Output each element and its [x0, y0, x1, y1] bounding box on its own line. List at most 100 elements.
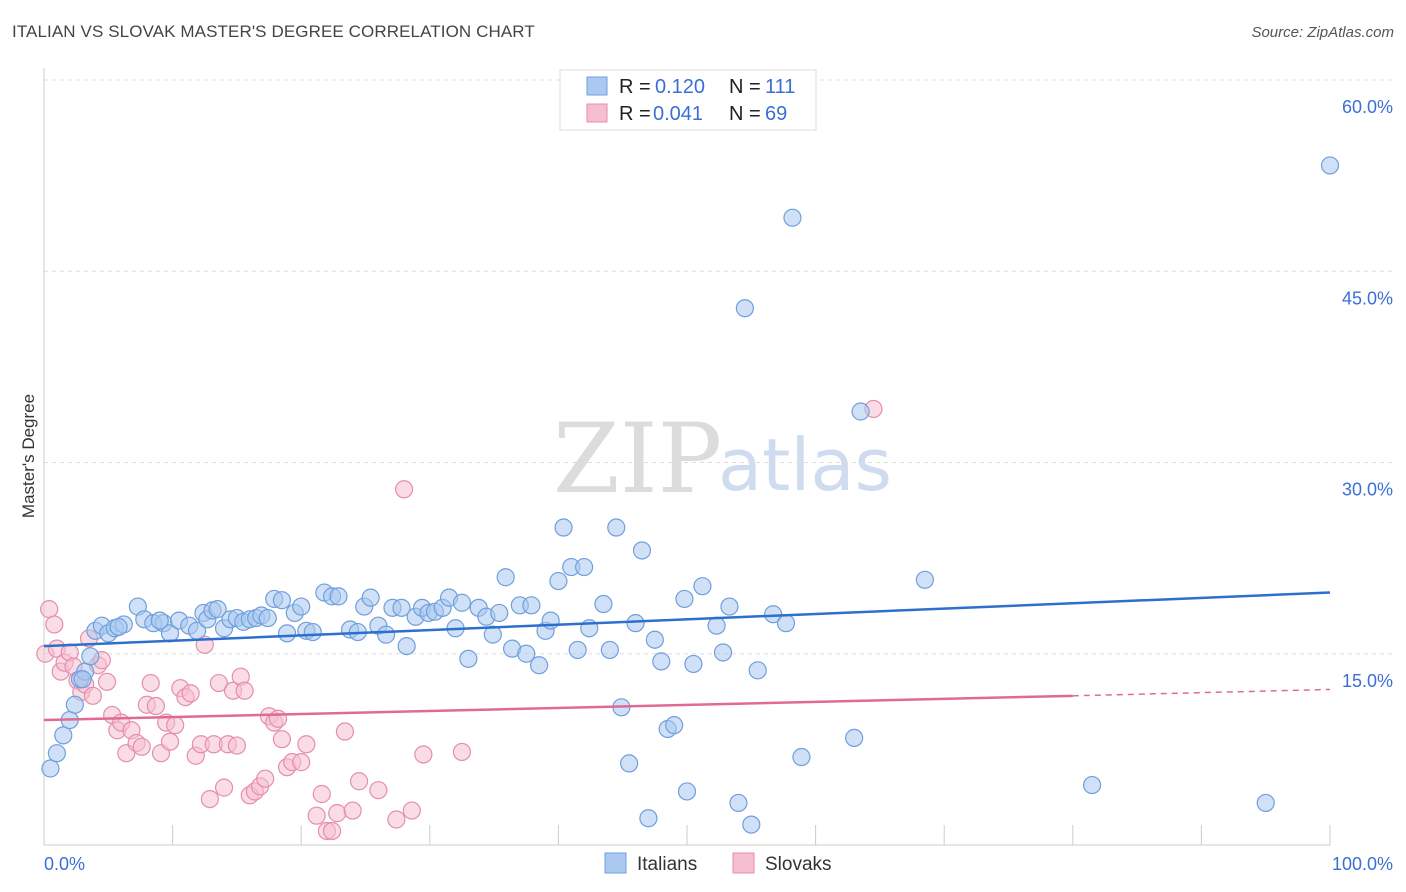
point-italians	[684, 654, 703, 674]
point-italians	[652, 652, 671, 671]
stats-r-label-slovaks: R =	[619, 103, 656, 125]
point-italians	[783, 208, 802, 227]
point-slovaks	[160, 732, 180, 751]
point-italians	[594, 594, 613, 614]
watermark: ZIP atlas	[553, 403, 892, 515]
stats-box: R = 0.120 N = 111 R = 0.041 N = 69	[559, 69, 817, 131]
x-tick-label-min: 0.0%	[44, 854, 85, 874]
stats-r-value-italians: 0.120	[655, 76, 705, 98]
y-tick-label: 30.0%	[1342, 480, 1393, 500]
point-slovaks	[307, 806, 326, 825]
point-italians	[1256, 793, 1275, 813]
watermark-atlas: atlas	[718, 423, 892, 507]
y-tick-label: 45.0%	[1342, 288, 1393, 308]
point-italians	[361, 588, 380, 607]
point-italians	[397, 636, 416, 656]
stats-r-label-italians: R =	[619, 76, 656, 98]
point-slovaks	[322, 821, 342, 841]
point-italians	[742, 815, 761, 834]
point-slovaks	[214, 778, 234, 797]
y-tick-label: 15.0%	[1342, 671, 1393, 691]
point-italians	[490, 603, 509, 623]
point-italians	[150, 611, 169, 630]
y-tick-label: 60.0%	[1342, 97, 1393, 117]
point-slovaks	[132, 737, 151, 756]
point-italians	[568, 640, 587, 660]
point-italians	[272, 591, 292, 610]
point-italians	[845, 728, 864, 748]
point-italians	[522, 596, 541, 615]
point-slovaks	[343, 801, 362, 820]
point-italians	[1320, 156, 1340, 175]
legend-label-italians: Italians	[637, 854, 697, 875]
point-italians	[392, 598, 411, 617]
legend-label-slovaks: Slovaks	[765, 854, 832, 875]
point-italians	[541, 611, 560, 630]
y-tick-labels: 15.0% 30.0% 45.0% 60.0%	[1342, 97, 1393, 691]
trend-line-slovaks-extension	[1072, 688, 1331, 697]
point-slovaks	[452, 742, 472, 762]
point-slovaks	[312, 784, 331, 804]
point-slovaks	[141, 673, 160, 693]
point-italians	[600, 640, 619, 660]
point-italians	[65, 695, 84, 714]
point-italians	[645, 630, 664, 649]
point-italians	[776, 614, 796, 633]
stats-swatch-italians	[586, 76, 608, 96]
grid	[44, 79, 1392, 655]
legend-swatch-slovaks	[732, 852, 755, 874]
point-slovaks	[297, 735, 316, 754]
point-italians	[73, 670, 92, 689]
chart-source: Source: ZipAtlas.com	[1251, 24, 1394, 41]
point-slovaks	[369, 781, 388, 800]
point-italians	[452, 593, 472, 612]
point-italians	[208, 600, 227, 619]
point-italians	[376, 625, 396, 644]
point-italians	[575, 557, 594, 577]
point-slovaks	[97, 672, 117, 691]
point-italians	[729, 793, 748, 813]
point-italians	[483, 625, 502, 644]
point-italians	[1082, 775, 1102, 795]
point-italians	[54, 726, 73, 745]
point-slovaks	[235, 681, 254, 700]
point-italians	[277, 624, 297, 643]
stats-swatch-slovaks	[586, 103, 608, 123]
point-slovaks	[166, 716, 185, 735]
legend-swatch-italians	[604, 852, 627, 874]
point-slovaks	[328, 804, 347, 823]
point-slovaks	[349, 772, 369, 791]
point-italians	[41, 759, 60, 778]
x-tick-label-max: 100.0%	[1332, 854, 1393, 874]
point-italians	[549, 571, 568, 591]
point-italians	[517, 644, 536, 663]
point-italians	[693, 577, 712, 596]
point-slovaks	[181, 684, 200, 703]
point-slovaks	[268, 709, 288, 728]
point-italians	[851, 402, 870, 421]
point-italians	[329, 587, 348, 606]
point-italians	[665, 716, 684, 735]
point-italians	[720, 597, 739, 616]
point-italians	[707, 616, 726, 635]
point-slovaks	[146, 696, 165, 716]
stats-n-label-slovaks: N =	[729, 103, 766, 125]
point-italians	[292, 597, 311, 616]
trend-lines	[43, 591, 1331, 722]
point-slovaks	[200, 789, 219, 809]
point-slovaks	[45, 615, 64, 634]
point-italians	[496, 568, 515, 587]
point-italians	[748, 661, 767, 680]
stats-n-value-slovaks: 69	[765, 103, 787, 125]
point-slovaks	[387, 810, 406, 829]
point-italians	[258, 608, 277, 628]
point-slovaks	[335, 722, 355, 741]
point-italians	[677, 782, 697, 801]
point-italians	[607, 518, 626, 537]
point-slovaks	[256, 769, 275, 788]
point-slovaks	[402, 801, 421, 820]
stats-n-value-italians: 111	[765, 76, 795, 98]
chart-title: ITALIAN VS SLOVAK MASTER'S DEGREE CORREL…	[12, 22, 535, 41]
point-italians	[303, 622, 322, 642]
